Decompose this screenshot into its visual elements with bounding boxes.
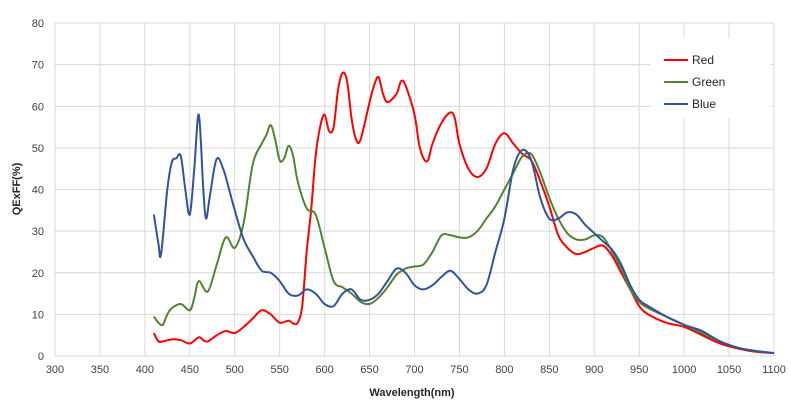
x-tick-label: 1000 — [672, 364, 696, 376]
series-line-blue — [152, 113, 775, 355]
x-tick-label: 800 — [495, 364, 513, 376]
y-tick-label: 0 — [38, 351, 44, 363]
x-tick-label: 1050 — [717, 364, 741, 376]
x-tick-label: 700 — [405, 364, 423, 376]
y-tick-label: 70 — [32, 60, 44, 72]
y-tick-label: 30 — [32, 226, 44, 238]
y-tick-label: 80 — [32, 18, 44, 30]
y-tick-label: 50 — [32, 143, 44, 155]
x-tick-label: 550 — [271, 364, 289, 376]
x-tick-label: 400 — [136, 364, 154, 376]
x-tick-label: 450 — [181, 364, 199, 376]
x-tick-label: 750 — [450, 364, 468, 376]
x-tick-label: 300 — [46, 364, 64, 376]
y-tick-label: 20 — [32, 268, 44, 280]
x-tick-label: 350 — [91, 364, 109, 376]
legend: Red Green Blue — [651, 38, 771, 118]
x-tick-label: 600 — [315, 364, 333, 376]
x-tick-label: 950 — [630, 364, 648, 376]
tick-labels: 300 350 400 450 500 550 600 650 700 750 800 850 900 9… — [32, 18, 786, 376]
series-line-red — [152, 71, 775, 355]
x-tick-label: 500 — [226, 364, 244, 376]
y-tick-label: 10 — [32, 309, 44, 321]
series-line-green — [153, 123, 775, 355]
x-tick-label: 850 — [540, 364, 558, 376]
legend-label-blue: Blue — [692, 97, 716, 111]
x-tick-label: 1100 — [762, 364, 786, 376]
y-tick-label: 40 — [32, 185, 44, 197]
x-tick-label: 900 — [585, 364, 603, 376]
legend-label-red: Red — [692, 53, 714, 67]
series-lines — [152, 71, 775, 355]
x-tick-label: 650 — [360, 364, 378, 376]
y-tick-label: 60 — [32, 101, 44, 113]
legend-label-green: Green — [692, 75, 725, 89]
x-axis-title: Wavelength(nm) — [369, 387, 454, 399]
y-axis-title: QExFF(%) — [11, 162, 23, 215]
